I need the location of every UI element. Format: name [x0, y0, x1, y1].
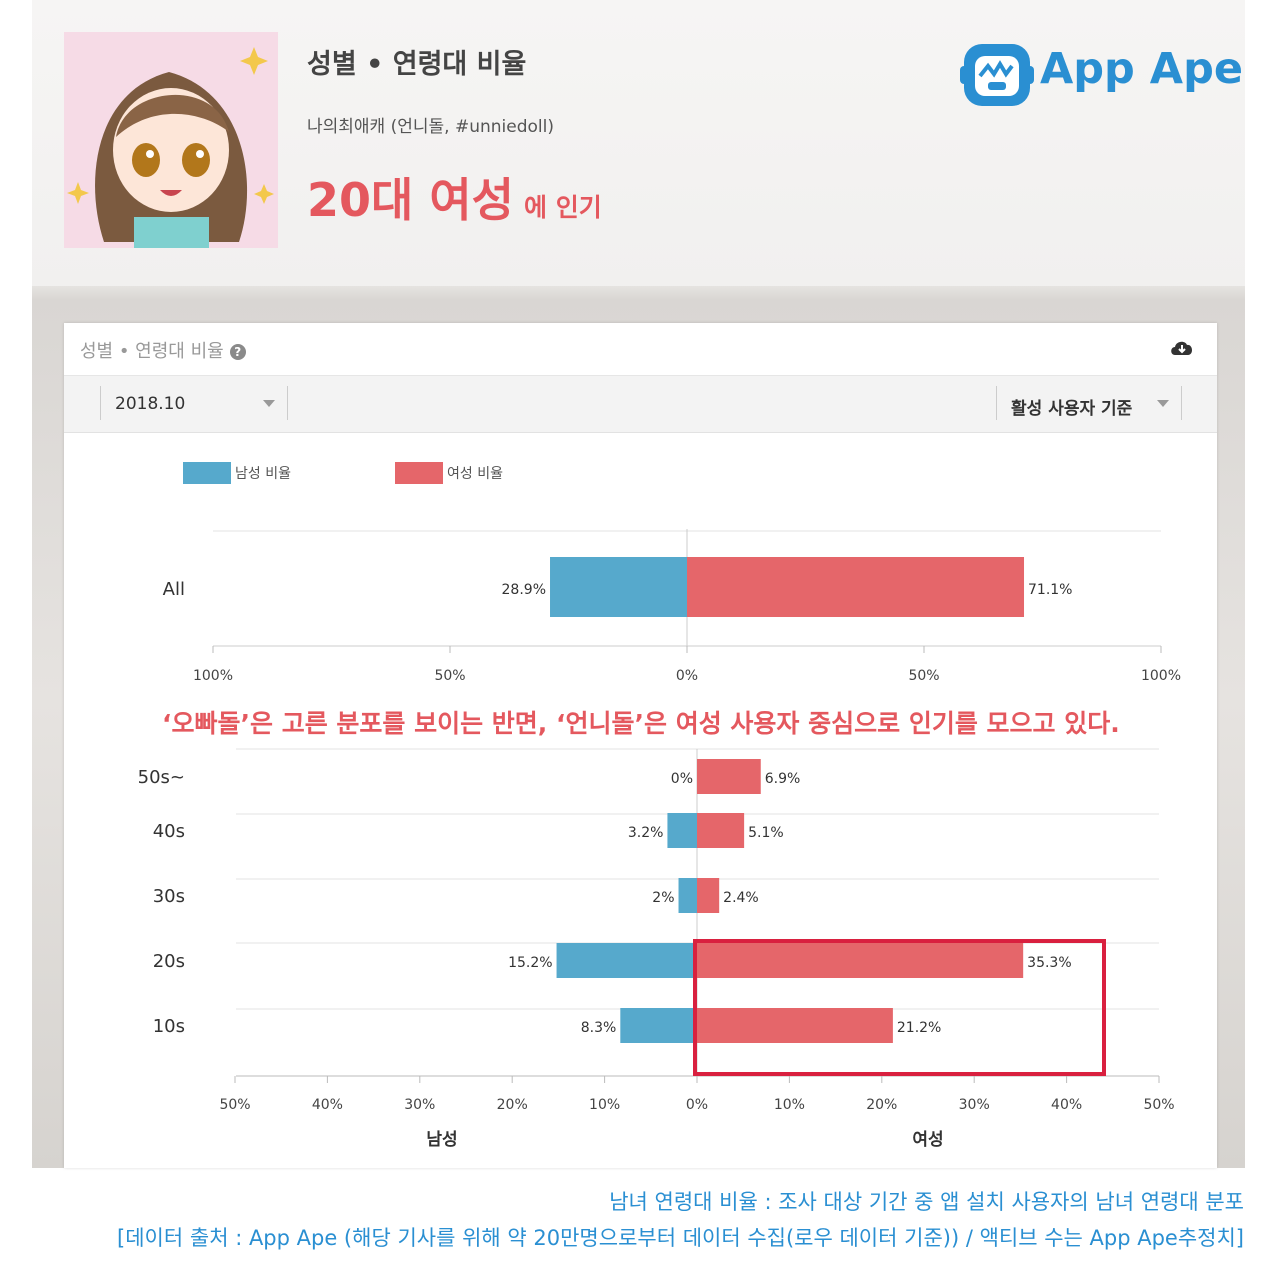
- x-tick-label: 10%: [774, 1097, 805, 1113]
- app-ape-logo-icon: [960, 44, 1034, 106]
- bar-female: [697, 759, 761, 794]
- legend-label-male: 남성 비율: [235, 466, 291, 482]
- caption-line-2: [데이터 출처 : App Ape (해당 기사를 위해 약 20만명으로부터 …: [117, 1226, 1244, 1250]
- data-label-male: 2%: [652, 890, 674, 906]
- category-label: 30s: [153, 886, 185, 907]
- bar-female: [697, 878, 720, 913]
- bar-male: [550, 557, 687, 617]
- app-ape-logo: App Ape: [960, 36, 1243, 112]
- data-label-female: 6.9%: [765, 771, 801, 787]
- cloud-download-icon[interactable]: [1169, 337, 1195, 359]
- data-label-male: 0%: [671, 771, 693, 787]
- highlight-box: [693, 939, 1106, 1076]
- headline-main: 20대 여성: [307, 173, 514, 227]
- bar-female: [697, 813, 745, 848]
- headline-suffix: 에 인기: [524, 193, 602, 222]
- data-label-female: 71.1%: [1028, 582, 1072, 598]
- data-label-male: 8.3%: [581, 1020, 617, 1036]
- headline: 20대 여성 에 인기: [307, 164, 602, 230]
- bar-male: [556, 943, 697, 978]
- x-tick-label: 50%: [219, 1097, 250, 1113]
- annotation-text: ‘오빠돌’은 고른 분포를 보이는 반면, ‘언니돌’은 여성 사용자 중심으로…: [162, 709, 1120, 738]
- legend-swatch-male: [183, 462, 231, 484]
- x-tick-label: 0%: [676, 668, 698, 684]
- help-icon[interactable]: ?: [229, 344, 246, 360]
- x-tick-label: 50%: [1143, 1097, 1174, 1113]
- chart-all-users: 100% 50% 0% 50% 100% All 28.9% 71.1%: [163, 529, 1181, 684]
- user-basis-select[interactable]: 활성 사용자 기준: [996, 386, 1182, 420]
- data-label-female: 21.2%: [897, 1020, 941, 1036]
- category-label: All: [163, 579, 185, 600]
- data-label-male: 28.9%: [502, 582, 546, 598]
- x-tick-label: 100%: [1141, 668, 1181, 684]
- data-label-female: 35.3%: [1027, 955, 1071, 971]
- card-title: 성별 • 연령대 비율?: [80, 337, 246, 363]
- data-label-male: 3.2%: [628, 825, 664, 841]
- legend-label-female: 여성 비율: [447, 466, 503, 482]
- x-tick-label: 40%: [1051, 1097, 1082, 1113]
- date-select[interactable]: 2018.10: [100, 386, 288, 420]
- category-label: 50s~: [138, 767, 185, 788]
- bar-female: [697, 943, 1024, 978]
- data-label-female: 5.1%: [748, 825, 784, 841]
- x-tick-label: 50%: [434, 668, 465, 684]
- legend-item-male: 남성 비율: [183, 462, 291, 484]
- category-label: 10s: [153, 1016, 185, 1037]
- x-axis-label-female: 여성: [912, 1130, 943, 1150]
- infographic-background: 성별 • 연령대 비율 나의최애캐 (언니돌, #unniedoll) 20대 …: [32, 0, 1245, 1168]
- legend-swatch-female: [395, 462, 443, 484]
- chart-by-age: 50% 40% 30% 20% 10% 0% 10% 20% 30% 40% 50% 50s~ 0% 6.…: [138, 748, 1175, 1150]
- bar-female: [697, 1008, 893, 1043]
- x-tick-label: 10%: [589, 1097, 620, 1113]
- page-title: 성별 • 연령대 비율: [307, 49, 527, 80]
- chevron-down-icon: [263, 400, 275, 407]
- category-label: 40s: [153, 821, 185, 842]
- bar-male: [620, 1008, 697, 1043]
- category-label: 20s: [153, 951, 185, 972]
- x-tick-label: 100%: [193, 668, 233, 684]
- logo-text: App Ape: [1040, 44, 1244, 94]
- bar-female: [687, 557, 1025, 617]
- bar-male: [678, 878, 697, 913]
- app-icon-avatar: [64, 32, 278, 248]
- x-axis-label-male: 남성: [426, 1130, 457, 1150]
- x-tick-label: 20%: [497, 1097, 528, 1113]
- filter-toolbar: 2018.10 활성 사용자 기준: [64, 375, 1217, 433]
- date-select-value: 2018.10: [115, 394, 186, 414]
- caption-line-1: 남녀 연령대 비율 : 조사 대상 기간 중 앱 설치 사용자의 남녀 연령대 …: [609, 1190, 1244, 1214]
- x-tick-label: 40%: [312, 1097, 343, 1113]
- chevron-down-icon: [1157, 400, 1169, 407]
- x-tick-label: 20%: [866, 1097, 897, 1113]
- data-label-female: 2.4%: [723, 890, 759, 906]
- x-tick-label: 50%: [908, 668, 939, 684]
- x-tick-label: 30%: [404, 1097, 435, 1113]
- data-label-male: 15.2%: [508, 955, 552, 971]
- header-panel: 성별 • 연령대 비율 나의최애캐 (언니돌, #unniedoll) 20대 …: [32, 0, 1245, 286]
- user-basis-select-value: 활성 사용자 기준: [1011, 399, 1133, 419]
- x-tick-label: 0%: [686, 1097, 708, 1113]
- card-title-text: 성별 • 연령대 비율: [80, 341, 224, 362]
- legend-item-female: 여성 비율: [395, 462, 503, 484]
- chart-card: 성별 • 연령대 비율? 2018.10 활성 사용자 기준 남성 비율 여성 …: [64, 323, 1217, 1168]
- x-tick-label: 30%: [959, 1097, 990, 1113]
- app-name: 나의최애캐 (언니돌, #unniedoll): [307, 117, 554, 137]
- bar-male: [667, 813, 697, 848]
